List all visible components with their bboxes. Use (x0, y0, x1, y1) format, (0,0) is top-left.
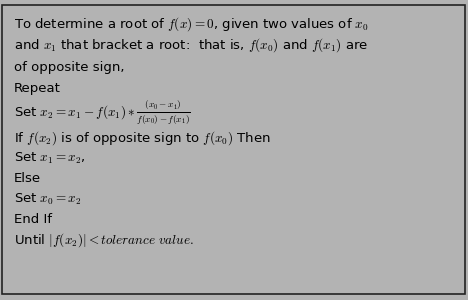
Text: Set $x_1 = x_2$,: Set $x_1 = x_2$, (14, 151, 86, 166)
Text: To determine a root of $f(x) = 0$, given two values of $x_0$: To determine a root of $f(x) = 0$, given… (14, 15, 369, 33)
Text: End If: End If (14, 213, 52, 226)
Text: Else: Else (14, 172, 41, 185)
Text: Set $x_0 = x_2$: Set $x_0 = x_2$ (14, 192, 81, 207)
Text: Until $|f(x_2)| < \mathit{tolerance\ value}.$: Until $|f(x_2)| < \mathit{tolerance\ val… (14, 232, 194, 250)
Text: If $f(x_2)$ is of opposite sign to $f(x_0)$ Then: If $f(x_2)$ is of opposite sign to $f(x_… (14, 129, 271, 147)
Text: of opposite sign,: of opposite sign, (14, 61, 124, 74)
Text: Repeat: Repeat (14, 82, 61, 95)
FancyBboxPatch shape (2, 4, 465, 294)
Text: and $x_1$ that bracket a root:  that is, $f(x_0)$ and $f(x_1)$ are: and $x_1$ that bracket a root: that is, … (14, 37, 368, 55)
Text: Set $x_2 = x_1 - f(x_1) * \frac{(x_0-x_1)}{f(x_0)-f(x_1)}$: Set $x_2 = x_1 - f(x_1) * \frac{(x_0-x_1… (14, 98, 190, 126)
